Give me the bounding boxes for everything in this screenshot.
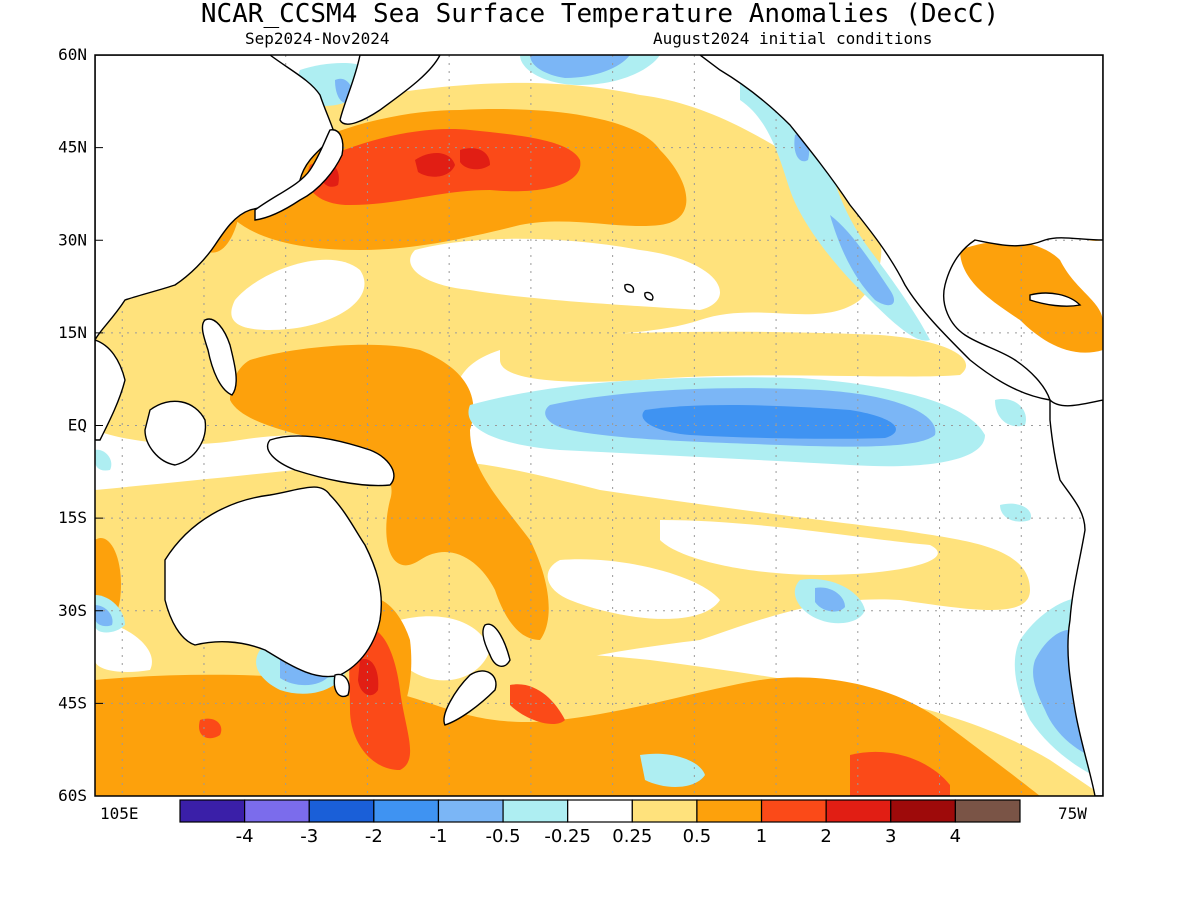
australia [164, 486, 382, 678]
south-america [1049, 398, 1103, 796]
anomaly-contour [1000, 503, 1031, 522]
colorbar-label: 0.25 [612, 826, 652, 847]
colorbar-swatch [696, 799, 763, 823]
anomaly-contour [500, 331, 967, 382]
colorbar-label: -2 [365, 826, 383, 847]
anomaly-contour [660, 520, 938, 575]
lon-label-left: 105E [100, 804, 139, 823]
philippines [201, 318, 237, 396]
anomaly-contour [850, 751, 950, 796]
tasmania [333, 673, 350, 698]
lat-tick-label: 60N [58, 45, 87, 64]
anomaly-contour [230, 344, 549, 640]
colorbar-swatch [373, 799, 440, 823]
lat-tick-label: 30N [58, 230, 87, 249]
chart-title: NCAR_CCSM4 Sea Surface Temperature Anoma… [201, 0, 999, 29]
anomaly-contour [642, 405, 896, 439]
lat-tick-label: 45N [58, 138, 87, 157]
lat-tick-label: 15N [58, 323, 87, 342]
colorbar-swatch [244, 799, 310, 823]
colorbar-swatch [308, 799, 375, 823]
colorbar-swatch [502, 799, 569, 823]
new-zealand-south [443, 670, 497, 726]
lat-tick-label: 60S [58, 786, 87, 805]
anomaly-contour [740, 60, 930, 341]
anomaly-contour [530, 55, 630, 78]
anomaly-contour [460, 148, 490, 170]
colorbar-label: -4 [236, 826, 254, 847]
anomaly-contour [199, 718, 222, 739]
asia-landmass [95, 55, 336, 341]
anomaly-contour [231, 259, 365, 330]
coastlines [95, 55, 1103, 796]
hawaii-islands [624, 283, 654, 301]
new-guinea [267, 435, 395, 487]
init-label: August2024 initial conditions [653, 29, 932, 48]
colorbar-label: 1 [756, 826, 767, 847]
anomaly-contour [95, 449, 112, 471]
colorbar-label: 4 [950, 826, 961, 847]
borneo [144, 400, 207, 466]
japan-island [254, 129, 344, 221]
anomaly-contour [410, 238, 720, 310]
colorbar-swatch [631, 799, 698, 823]
colorbar-swatch [437, 799, 504, 823]
anomaly-contour [640, 753, 705, 787]
lat-tick-label: 45S [58, 693, 87, 712]
colorbar-label: -1 [429, 826, 447, 847]
colorbar-swatch [890, 799, 956, 823]
cuba-island [1029, 292, 1082, 307]
colorbar-label: -3 [300, 826, 318, 847]
indochina-landmass [95, 339, 126, 441]
anomaly-contour [510, 684, 565, 725]
lat-tick-label: 15S [58, 508, 87, 527]
anomaly-contour [830, 215, 895, 306]
colorbar-swatch [760, 799, 827, 823]
anomaly-contour [358, 659, 379, 696]
lat-tick-label: EQ [68, 416, 87, 435]
anomaly-contour [995, 399, 1026, 427]
anomaly-contour [547, 559, 720, 619]
period-label: Sep2024-Nov2024 [245, 29, 390, 48]
anomaly-contour [815, 587, 845, 612]
anomaly-contour [415, 153, 455, 177]
anomaly-contour [394, 616, 490, 681]
colorbar-label: -0.25 [544, 826, 591, 847]
colorbar-label: 0.5 [683, 826, 712, 847]
colorbar-label: 2 [820, 826, 831, 847]
colorbar-swatch [179, 799, 246, 823]
colorbar-label: 3 [885, 826, 896, 847]
colorbar-swatch [954, 799, 1021, 823]
latitude-axis: 60N 45N 30N 15N EQ 15S 30S 45S 60S [58, 45, 103, 805]
anomaly-contour [95, 620, 152, 672]
colorbar-swatch [825, 799, 892, 823]
colorbar: -4 -3 -2 -1 -0.5 -0.25 0.25 0.5 1 2 3 4 [179, 799, 1021, 847]
lat-tick-label: 30S [58, 601, 87, 620]
colorbar-swatch [567, 799, 633, 823]
anomaly-contour [95, 674, 1040, 796]
kamchatka [339, 55, 441, 125]
lon-label-right: 75W [1058, 804, 1087, 823]
colorbar-label: -0.5 [486, 826, 521, 847]
new-zealand-north [482, 623, 511, 667]
plot-area [95, 55, 1103, 796]
